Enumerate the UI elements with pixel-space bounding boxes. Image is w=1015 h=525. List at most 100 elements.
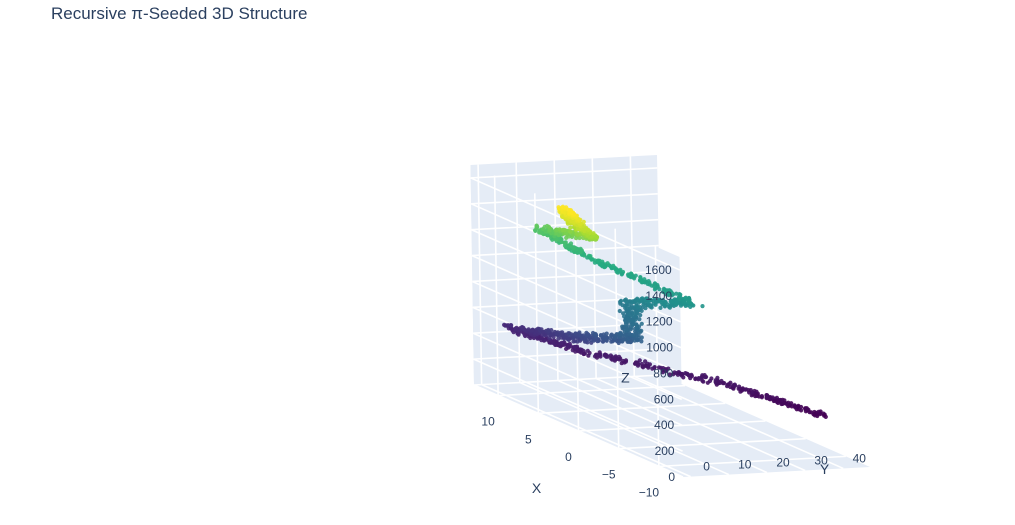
data-point [584, 333, 589, 338]
data-point [530, 328, 535, 333]
data-point [725, 384, 730, 389]
data-point [633, 298, 638, 303]
data-point [541, 226, 546, 232]
axis-labels: 0 200 400 600 800 1000 1200 1400 1600 10 5 0 −5 −10 0 1… [481, 263, 866, 500]
data-point [608, 264, 613, 269]
data-point [774, 395, 780, 400]
data-point [598, 333, 604, 338]
y-tick-label: 10 [738, 458, 752, 472]
data-point [658, 305, 663, 310]
z-tick-label: 200 [655, 444, 675, 458]
data-point [588, 254, 593, 259]
data-point [705, 380, 710, 385]
y-gridline-back [477, 164, 483, 385]
data-point [674, 291, 679, 296]
data-point [683, 295, 688, 300]
data-point [596, 258, 601, 263]
data-points [502, 204, 828, 419]
z-gridline-back [471, 218, 659, 231]
data-point [619, 298, 624, 303]
data-point [572, 344, 577, 350]
data-point [736, 386, 741, 391]
data-point [558, 333, 564, 338]
data-point [642, 277, 647, 282]
data-point [759, 395, 765, 400]
data-point [628, 339, 633, 345]
grid-lines [470, 156, 846, 478]
data-point [785, 402, 790, 407]
data-point [598, 354, 603, 359]
data-point [638, 275, 643, 281]
data-point [547, 228, 552, 233]
data-point [823, 414, 828, 419]
y-tick-label: 30 [814, 454, 828, 468]
data-point [570, 348, 575, 353]
data-point [639, 321, 644, 326]
data-point [639, 361, 645, 367]
data-point [637, 317, 642, 322]
y-gridline-floor [481, 383, 691, 478]
data-point [631, 311, 637, 316]
data-point [804, 406, 809, 412]
x-gridline-floor [618, 437, 806, 450]
data-point [634, 360, 640, 365]
data-point [631, 333, 636, 338]
z-gridline-back [471, 193, 658, 205]
data-point [611, 356, 616, 361]
data-point [556, 206, 562, 212]
data-point [595, 352, 600, 357]
x-tick-label: −5 [602, 468, 616, 482]
data-point [522, 327, 527, 332]
data-point [559, 340, 564, 345]
data-point [604, 354, 609, 359]
data-point [549, 331, 555, 336]
data-point [520, 325, 525, 330]
data-point [562, 240, 567, 245]
data-point [625, 339, 630, 344]
y-gridline-floor [519, 381, 730, 476]
data-point [701, 379, 706, 384]
y-axis-title: Y [820, 461, 830, 477]
data-point [599, 263, 604, 268]
x-tick-label: 0 [565, 450, 572, 464]
data-point [594, 234, 600, 240]
data-point [554, 331, 559, 336]
y-gridline-floor [557, 379, 768, 474]
chart-title: Recursive π-Seeded 3D Structure [51, 4, 308, 23]
x-axis-title: X [532, 480, 542, 496]
data-point [684, 371, 689, 376]
data-point [687, 296, 692, 301]
data-point [767, 396, 772, 401]
data-point [577, 330, 582, 335]
data-point [650, 366, 655, 371]
data-point [661, 286, 667, 291]
z-tick-label: 1200 [646, 315, 673, 329]
z-gridline-back [470, 167, 658, 179]
data-point [775, 399, 780, 404]
data-point [641, 365, 646, 370]
z-tick-label: 400 [654, 418, 674, 432]
data-point [604, 335, 609, 340]
data-point [560, 227, 565, 233]
data-point [585, 348, 590, 353]
data-point [569, 210, 574, 216]
data-point [634, 323, 639, 328]
data-point [582, 252, 587, 257]
y-gridline-floor [633, 375, 844, 470]
data-point [646, 364, 651, 369]
data-point [647, 280, 652, 285]
data-point [639, 297, 644, 302]
y-gridline-floor [595, 377, 806, 472]
data-point [650, 298, 656, 303]
data-point [624, 315, 630, 320]
data-point [779, 401, 784, 407]
data-point [809, 410, 814, 415]
data-point [639, 339, 644, 344]
data-point [534, 223, 539, 228]
data-point [562, 210, 567, 215]
data-point [554, 228, 559, 233]
data-point [747, 390, 752, 395]
x-tick-label: 10 [481, 415, 495, 429]
data-point [713, 379, 718, 385]
